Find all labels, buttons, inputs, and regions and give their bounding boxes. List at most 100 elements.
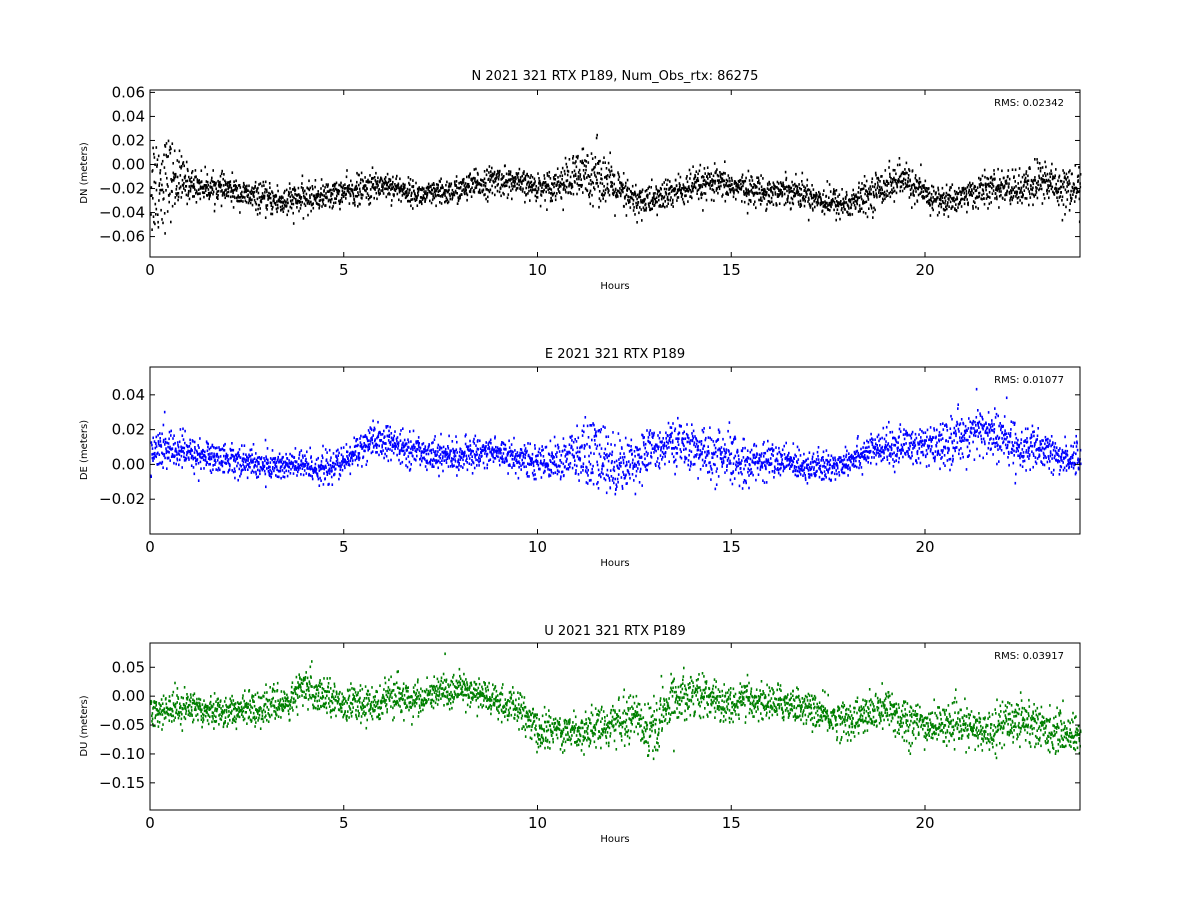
data-point-north bbox=[251, 203, 254, 207]
data-point-north bbox=[524, 178, 527, 182]
data-point-north bbox=[1071, 172, 1073, 176]
data-point-north bbox=[812, 196, 814, 199]
data-point-north bbox=[1050, 169, 1052, 172]
data-point-east bbox=[563, 474, 565, 477]
data-point-north bbox=[714, 182, 716, 185]
data-point-north bbox=[368, 203, 370, 206]
data-point-north bbox=[248, 184, 250, 188]
data-point-north bbox=[477, 181, 479, 184]
data-point-east bbox=[485, 445, 487, 448]
data-point-east bbox=[351, 462, 354, 466]
data-point-north bbox=[777, 182, 780, 185]
data-point-north bbox=[729, 184, 732, 188]
data-point-east bbox=[330, 475, 333, 479]
data-point-north bbox=[214, 202, 216, 206]
data-point-north bbox=[413, 197, 416, 201]
data-point-east bbox=[462, 458, 464, 462]
data-point-east bbox=[184, 456, 187, 460]
data-point-east bbox=[174, 454, 176, 457]
data-point-north bbox=[163, 153, 165, 157]
data-point-north bbox=[825, 194, 828, 198]
data-point-north bbox=[551, 191, 553, 195]
data-point-east bbox=[359, 437, 361, 440]
data-point-north bbox=[1023, 173, 1025, 177]
data-point-north bbox=[873, 185, 876, 189]
data-point-north bbox=[574, 174, 577, 177]
data-point-north bbox=[663, 187, 666, 191]
data-point-north bbox=[599, 199, 602, 203]
data-point-north bbox=[620, 184, 623, 187]
data-point-north bbox=[557, 176, 559, 179]
data-point-east bbox=[170, 429, 172, 433]
data-point-east bbox=[202, 458, 205, 462]
data-point-north bbox=[958, 186, 960, 190]
data-point-north bbox=[289, 205, 292, 209]
data-point-north bbox=[595, 175, 597, 179]
data-point-north bbox=[251, 198, 253, 202]
data-point-north bbox=[588, 195, 591, 199]
data-point-north bbox=[625, 181, 627, 185]
data-point-east bbox=[353, 436, 355, 440]
data-point-north bbox=[1050, 182, 1052, 185]
data-point-east bbox=[337, 461, 339, 464]
data-point-north bbox=[971, 194, 973, 197]
data-point-north bbox=[198, 179, 200, 182]
data-point-north bbox=[1056, 199, 1059, 203]
data-point-east bbox=[511, 457, 514, 461]
data-point-north bbox=[864, 212, 867, 215]
data-point-east bbox=[184, 441, 186, 445]
data-point-north bbox=[1059, 187, 1061, 190]
data-point-north bbox=[359, 181, 362, 185]
data-point-north bbox=[570, 192, 572, 195]
data-point-north bbox=[801, 180, 803, 183]
data-point-north bbox=[360, 193, 362, 196]
data-point-east bbox=[178, 449, 180, 453]
data-point-north bbox=[589, 202, 592, 206]
data-point-east bbox=[571, 434, 573, 438]
data-point-north bbox=[588, 193, 590, 196]
data-point-east bbox=[190, 447, 192, 451]
data-point-north bbox=[844, 208, 846, 211]
data-point-east bbox=[309, 446, 311, 450]
data-point-east bbox=[268, 465, 270, 469]
data-point-east bbox=[354, 458, 357, 462]
data-point-north bbox=[415, 181, 417, 185]
data-point-north bbox=[336, 194, 338, 198]
data-point-east bbox=[446, 456, 449, 459]
data-point-east bbox=[277, 455, 279, 459]
data-point-north bbox=[986, 183, 989, 186]
data-point-north bbox=[626, 189, 628, 192]
data-point-north bbox=[899, 163, 901, 167]
data-point-north bbox=[1004, 198, 1006, 201]
data-point-north bbox=[607, 161, 610, 165]
data-point-east bbox=[572, 448, 574, 452]
data-point-north bbox=[1005, 192, 1007, 195]
data-point-north bbox=[508, 170, 510, 173]
data-point-north bbox=[479, 191, 482, 195]
data-point-north bbox=[713, 179, 715, 183]
data-point-north bbox=[410, 204, 412, 208]
data-point-north bbox=[281, 200, 283, 204]
data-point-north bbox=[390, 188, 392, 191]
data-point-north bbox=[292, 211, 294, 215]
data-point-east bbox=[188, 458, 190, 461]
data-point-north bbox=[1075, 195, 1077, 198]
data-point-east bbox=[213, 455, 216, 458]
data-point-north bbox=[883, 190, 886, 194]
data-point-north bbox=[720, 172, 722, 176]
data-point-north bbox=[482, 188, 485, 192]
data-point-north bbox=[374, 188, 376, 191]
data-point-north bbox=[421, 186, 424, 190]
data-point-north bbox=[591, 193, 593, 197]
data-point-north bbox=[743, 190, 745, 193]
data-point-north bbox=[858, 196, 861, 199]
data-point-east bbox=[288, 459, 290, 462]
data-point-north bbox=[681, 187, 683, 190]
data-point-east bbox=[321, 456, 324, 460]
data-point-north bbox=[931, 184, 933, 188]
data-point-north bbox=[606, 174, 609, 177]
data-point-north bbox=[333, 189, 335, 193]
data-point-east bbox=[298, 451, 301, 454]
data-point-east bbox=[311, 477, 314, 481]
